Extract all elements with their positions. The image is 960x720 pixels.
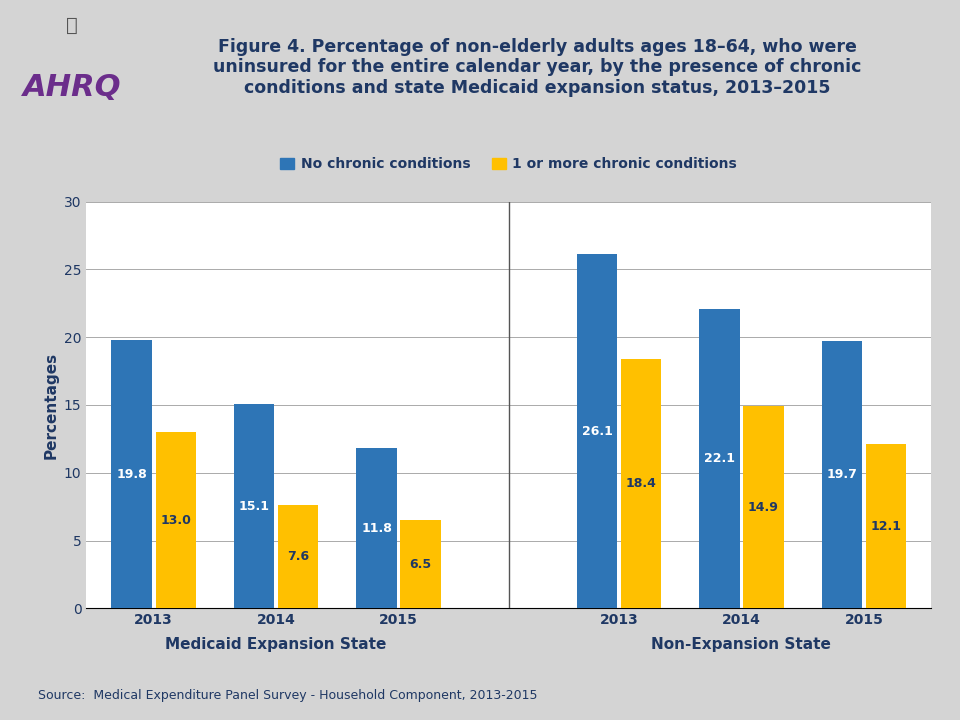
Text: 7.6: 7.6: [287, 550, 309, 563]
Text: 14.9: 14.9: [748, 501, 779, 514]
Legend: No chronic conditions, 1 or more chronic conditions: No chronic conditions, 1 or more chronic…: [275, 152, 743, 176]
Text: 13.0: 13.0: [160, 514, 191, 527]
Text: 26.1: 26.1: [582, 425, 612, 438]
Bar: [699, 309, 739, 608]
Bar: [621, 359, 661, 608]
Bar: [356, 449, 396, 608]
Text: Non-Expansion State: Non-Expansion State: [652, 637, 831, 652]
Bar: [866, 444, 906, 608]
Bar: [400, 521, 441, 608]
Text: 18.4: 18.4: [626, 477, 657, 490]
Y-axis label: Percentages: Percentages: [43, 351, 59, 459]
Bar: [111, 340, 152, 608]
Bar: [743, 406, 783, 608]
Bar: [156, 432, 196, 608]
Text: 11.8: 11.8: [361, 522, 392, 535]
Text: Figure 4. Percentage of non-elderly adults ages 18–64, who were
uninsured for th: Figure 4. Percentage of non-elderly adul…: [213, 37, 862, 97]
Text: 12.1: 12.1: [871, 520, 901, 533]
Text: 🦅: 🦅: [66, 16, 78, 35]
Bar: [577, 254, 617, 608]
Text: AHRQ: AHRQ: [23, 73, 121, 102]
Text: Source:  Medical Expenditure Panel Survey - Household Component, 2013-2015: Source: Medical Expenditure Panel Survey…: [38, 689, 538, 702]
Text: 6.5: 6.5: [410, 558, 432, 571]
Text: 15.1: 15.1: [239, 500, 270, 513]
Text: Medicaid Expansion State: Medicaid Expansion State: [165, 637, 387, 652]
Bar: [278, 505, 319, 608]
Bar: [822, 341, 862, 608]
Bar: [234, 404, 275, 608]
Text: 19.8: 19.8: [116, 468, 147, 481]
Text: 19.7: 19.7: [827, 468, 857, 482]
Text: 22.1: 22.1: [704, 452, 735, 465]
